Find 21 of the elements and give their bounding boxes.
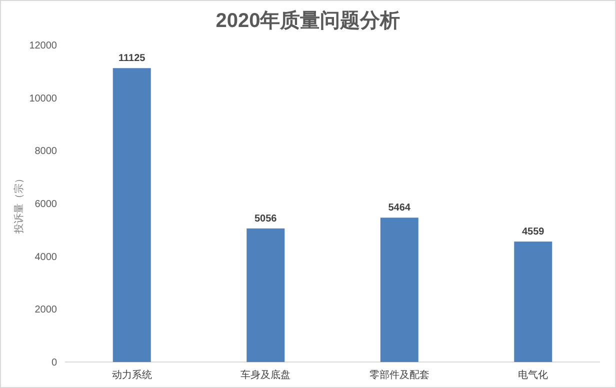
x-tick-label: 零部件及配套 [369, 369, 430, 381]
chart-title: 2020年质量问题分析 [216, 9, 400, 32]
data-label: 11125 [118, 53, 146, 64]
data-label: 5464 [388, 202, 411, 214]
x-tick-label: 车身及底盘 [240, 369, 291, 381]
y-tick-label: 4000 [34, 252, 58, 263]
bar [246, 228, 285, 362]
data-label: 4559 [522, 226, 545, 238]
data-label: 5056 [254, 213, 278, 224]
y-tick-label: 6000 [34, 199, 58, 210]
y-tick-label: 2000 [34, 304, 58, 316]
bar [514, 242, 552, 362]
x-tick-label: 电气化 [518, 369, 548, 381]
y-axis-title: 投诉量（宗） [13, 174, 25, 234]
y-tick-label: 12000 [29, 40, 58, 52]
y-tick-label: 0 [51, 358, 58, 368]
y-tick-label: 10000 [29, 93, 58, 104]
bar [380, 218, 418, 362]
x-tick-label: 动力系统 [112, 369, 152, 381]
bar [112, 68, 151, 362]
y-tick-label: 8000 [34, 146, 58, 158]
